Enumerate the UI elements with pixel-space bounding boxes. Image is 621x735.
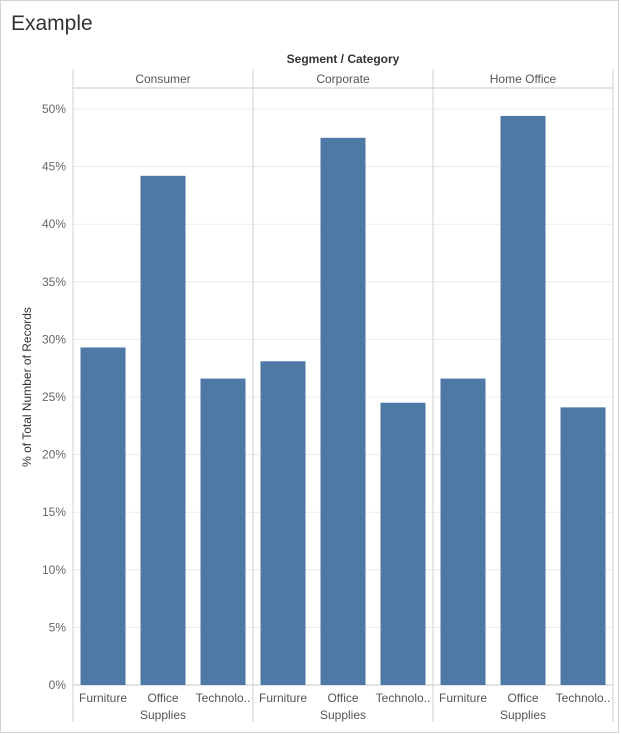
header-title: Segment / Category (287, 52, 400, 66)
x-tick-label: Furniture (79, 691, 127, 705)
y-tick-label: 30% (42, 332, 66, 346)
x-tick-label: Technolo.. (376, 691, 431, 705)
panel-label: Home Office (490, 72, 557, 86)
y-tick-label: 10% (42, 563, 66, 577)
y-tick-label: 25% (42, 390, 66, 404)
panel-0: Consumer Furniture Office Supplies Technolo.… (79, 72, 250, 722)
bar[interactable] (500, 115, 546, 686)
y-axis-title: % of Total Number of Records (20, 307, 34, 467)
y-tick-label: 15% (42, 505, 66, 519)
y-tick-label: 20% (42, 448, 66, 462)
bar[interactable] (560, 407, 606, 685)
x-tick-label: Technolo.. (196, 691, 251, 705)
bar[interactable] (80, 347, 126, 685)
x-tick-label: Office (327, 691, 358, 705)
x-tick-label: Office (507, 691, 538, 705)
panels: Consumer Furniture Office Supplies Technolo.… (79, 72, 610, 722)
x-tick-label: Supplies (320, 708, 366, 722)
x-tick-label: Office (147, 691, 178, 705)
x-tick-label: Supplies (140, 708, 186, 722)
y-tick-label: 45% (42, 160, 66, 174)
bar[interactable] (140, 175, 186, 686)
x-tick-label: Furniture (439, 691, 487, 705)
y-tick-label: 5% (49, 620, 67, 634)
page-title: Example (11, 12, 93, 35)
x-tick-label: Technolo.. (556, 691, 611, 705)
y-tick-label: 0% (49, 678, 67, 692)
bar[interactable] (380, 402, 426, 685)
x-tick-label: Furniture (259, 691, 307, 705)
bar[interactable] (440, 378, 486, 685)
y-axis: 0% 5% 10% 15% 20% 25% 30% 35% 40% 45% 50% (42, 102, 66, 692)
y-tick-label: 50% (42, 102, 66, 116)
panel-1: Corporate Furniture Office Supplies Technolo… (259, 72, 430, 722)
bar[interactable] (200, 378, 246, 685)
panel-2: Home Office Furniture Office Supplies Techno… (439, 72, 610, 722)
bar[interactable] (320, 137, 366, 686)
y-tick-label: 40% (42, 217, 66, 231)
panel-label: Corporate (316, 72, 370, 86)
x-tick-label: Supplies (500, 708, 546, 722)
y-tick-label: 35% (42, 275, 66, 289)
bar[interactable] (260, 361, 306, 685)
panel-label: Consumer (135, 72, 190, 86)
